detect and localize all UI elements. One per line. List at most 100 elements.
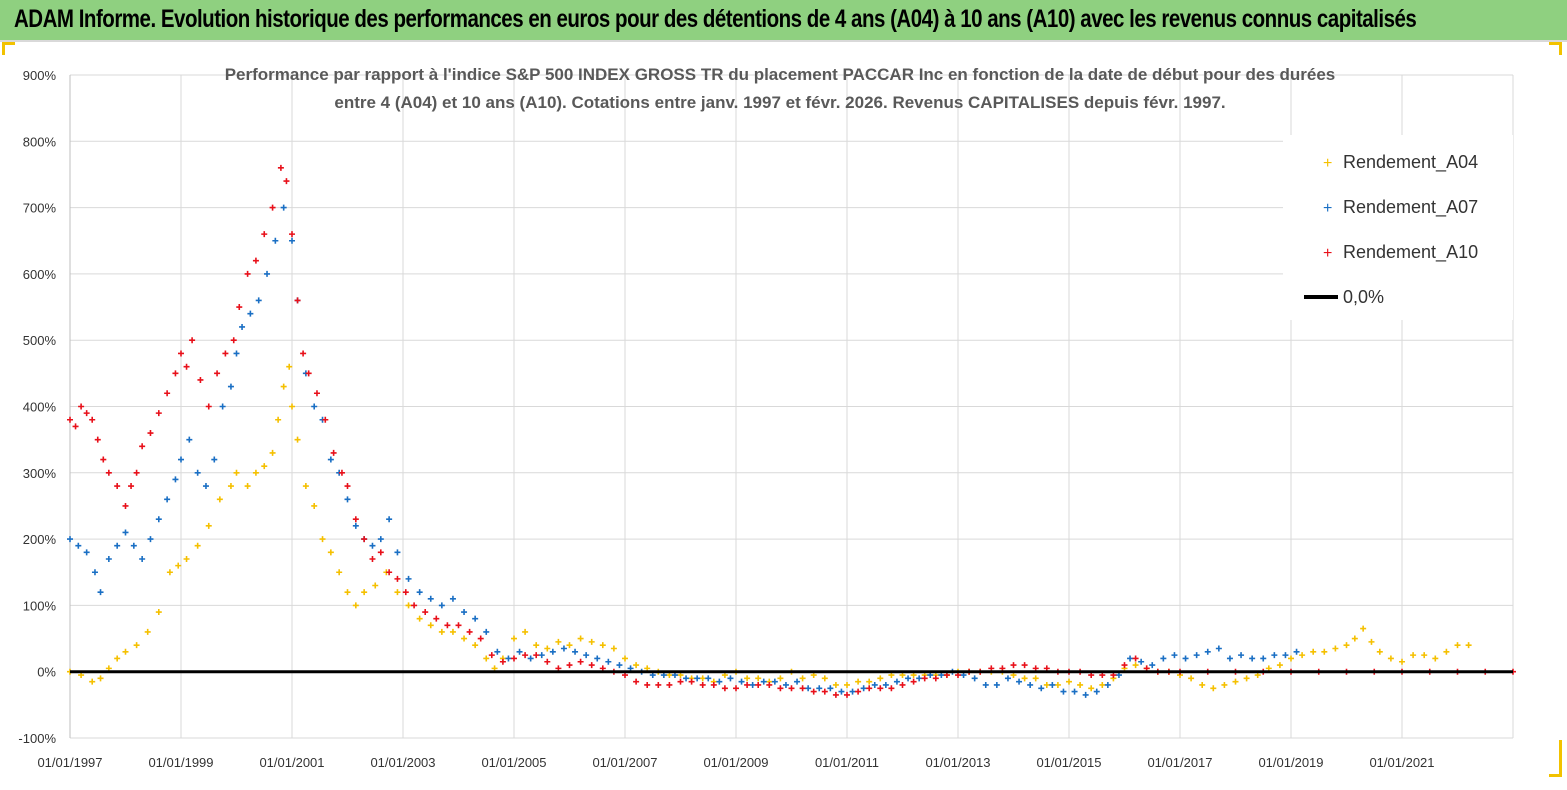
point-a10 bbox=[499, 658, 506, 665]
point-a10 bbox=[733, 685, 739, 692]
point-a04 bbox=[1465, 642, 1472, 649]
point-a07 bbox=[1027, 681, 1034, 688]
point-a10 bbox=[788, 685, 795, 692]
point-a04 bbox=[566, 642, 573, 649]
point-a04 bbox=[302, 483, 309, 490]
point-a07 bbox=[405, 575, 412, 582]
point-a04 bbox=[352, 602, 359, 609]
point-a10 bbox=[777, 685, 784, 692]
point-a04 bbox=[269, 449, 276, 456]
point-a07 bbox=[172, 476, 179, 483]
point-a07 bbox=[1171, 652, 1178, 659]
point-a07 bbox=[280, 204, 287, 211]
point-a04 bbox=[1232, 678, 1239, 685]
chart-title-line-2: entre 4 (A04) et 10 ans (A10). Cotations… bbox=[334, 93, 1225, 112]
point-a10 bbox=[832, 691, 839, 698]
point-a10 bbox=[236, 304, 243, 311]
point-a04 bbox=[155, 609, 162, 616]
point-a04 bbox=[327, 549, 334, 556]
point-a10 bbox=[94, 436, 101, 443]
point-a04 bbox=[1399, 658, 1405, 665]
point-a10 bbox=[300, 350, 307, 357]
point-a07 bbox=[344, 496, 351, 503]
point-a10 bbox=[877, 685, 884, 692]
point-a07 bbox=[749, 681, 756, 688]
point-a10 bbox=[688, 678, 695, 685]
legend-marker-a10: + bbox=[1323, 245, 1332, 262]
point-a10 bbox=[352, 516, 359, 523]
point-a04 bbox=[205, 522, 212, 529]
point-a04 bbox=[1299, 652, 1306, 659]
series-a07 bbox=[67, 204, 1300, 698]
legend-label-a10: Rendement_A10 bbox=[1343, 242, 1478, 263]
point-a04 bbox=[261, 463, 268, 470]
point-a04 bbox=[522, 628, 529, 635]
point-a10 bbox=[522, 652, 529, 659]
point-a10 bbox=[178, 350, 184, 357]
point-a07 bbox=[1226, 655, 1233, 662]
point-a07 bbox=[616, 662, 623, 669]
x-tick-label: 01/01/1999 bbox=[148, 755, 213, 770]
point-a07 bbox=[505, 655, 512, 662]
point-a07 bbox=[1104, 681, 1111, 688]
point-a04 bbox=[122, 648, 129, 655]
point-a07 bbox=[716, 678, 723, 685]
point-a07 bbox=[202, 483, 209, 490]
point-a07 bbox=[255, 297, 262, 304]
point-a10 bbox=[197, 376, 204, 383]
point-a10 bbox=[888, 685, 895, 692]
point-a07 bbox=[1193, 652, 1200, 659]
point-a10 bbox=[122, 502, 129, 509]
point-a10 bbox=[89, 416, 96, 423]
point-a04 bbox=[699, 675, 706, 682]
point-a07 bbox=[849, 688, 856, 695]
point-a10 bbox=[921, 675, 928, 682]
point-a10 bbox=[588, 662, 595, 669]
y-tick-label: 200% bbox=[23, 532, 57, 547]
point-a04 bbox=[1188, 675, 1195, 682]
point-a04 bbox=[144, 628, 151, 635]
point-a07 bbox=[386, 516, 393, 523]
point-a04 bbox=[622, 655, 628, 662]
point-a10 bbox=[677, 678, 684, 685]
point-a07 bbox=[683, 675, 690, 682]
point-a07 bbox=[211, 456, 218, 463]
point-a10 bbox=[205, 403, 212, 410]
point-a04 bbox=[877, 675, 884, 682]
legend-label-zero: 0,0% bbox=[1343, 287, 1384, 307]
point-a07 bbox=[394, 549, 401, 556]
point-a04 bbox=[866, 678, 873, 685]
point-a07 bbox=[882, 681, 889, 688]
point-a04 bbox=[1387, 655, 1394, 662]
point-a07 bbox=[771, 678, 778, 685]
point-a07 bbox=[1182, 655, 1189, 662]
point-a10 bbox=[1021, 662, 1028, 669]
point-a10 bbox=[72, 423, 79, 430]
point-a07 bbox=[594, 655, 601, 662]
point-a04 bbox=[1243, 675, 1250, 682]
point-a04 bbox=[344, 589, 351, 596]
point-a07 bbox=[993, 681, 1000, 688]
y-tick-label: 100% bbox=[23, 598, 57, 613]
point-a04 bbox=[114, 655, 121, 662]
point-a07 bbox=[83, 549, 90, 556]
point-a04 bbox=[855, 678, 862, 685]
point-a04 bbox=[194, 542, 201, 549]
x-tick-label: 01/01/2017 bbox=[1147, 755, 1212, 770]
point-a04 bbox=[372, 582, 379, 589]
point-a07 bbox=[494, 648, 501, 655]
point-a04 bbox=[1321, 648, 1328, 655]
point-a10 bbox=[189, 337, 196, 344]
point-a04 bbox=[821, 675, 828, 682]
point-a04 bbox=[97, 675, 104, 682]
point-a10 bbox=[721, 685, 728, 692]
point-a10 bbox=[394, 575, 401, 582]
point-a10 bbox=[544, 658, 551, 665]
point-a04 bbox=[1021, 675, 1028, 682]
point-a04 bbox=[533, 642, 540, 649]
point-a07 bbox=[516, 648, 523, 655]
point-a04 bbox=[416, 615, 423, 622]
point-a10 bbox=[114, 483, 121, 490]
point-a04 bbox=[472, 642, 479, 649]
point-a10 bbox=[633, 678, 640, 685]
